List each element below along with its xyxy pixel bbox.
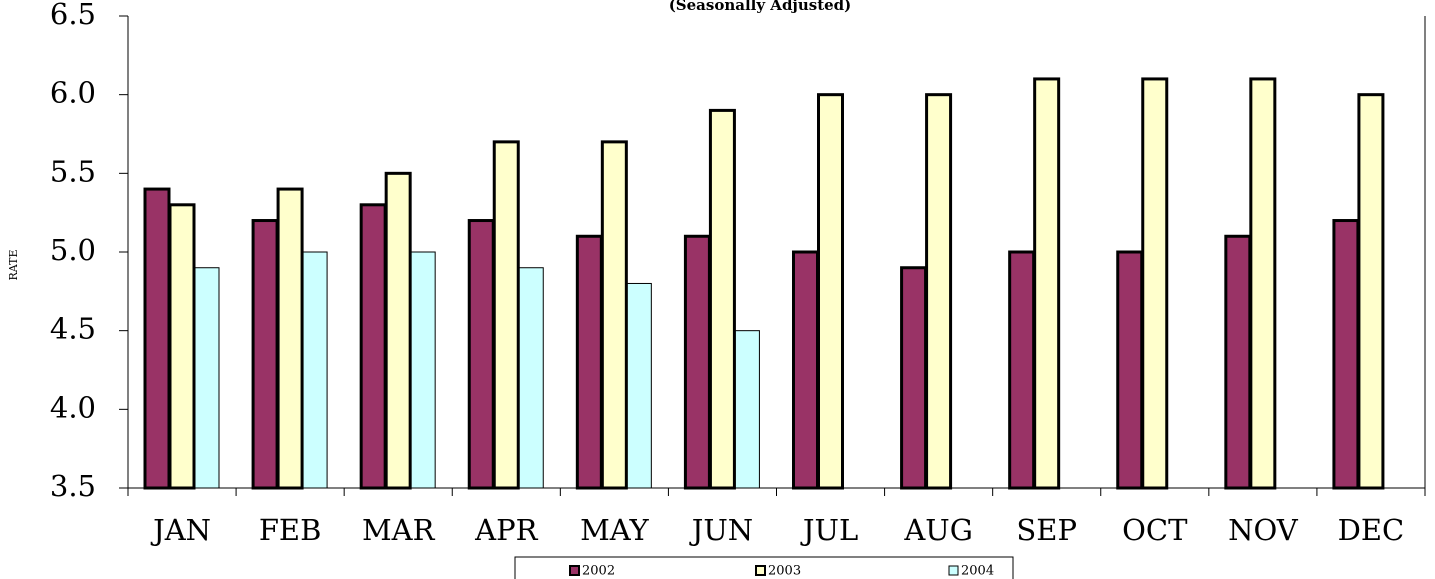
x-tick-label: AUG [903, 513, 973, 547]
bar [194, 267, 220, 489]
bar [683, 234, 711, 490]
y-tick-label: 4.5 [50, 312, 96, 346]
bar [817, 93, 844, 490]
bar [1141, 77, 1169, 490]
bar [359, 203, 387, 490]
x-tick-label: JAN [150, 513, 211, 547]
y-tick-label: 4.0 [50, 390, 96, 424]
x-tick-label: JUL [800, 513, 858, 547]
bar [575, 234, 603, 490]
bar [925, 93, 953, 490]
x-tick-label: APR [474, 513, 538, 547]
x-tick-label: OCT [1122, 513, 1188, 547]
bar [1033, 77, 1061, 490]
x-tick-label: MAR [362, 513, 436, 547]
y-tick-label: 5.0 [50, 233, 96, 267]
legend-swatch [569, 565, 580, 576]
bar [168, 203, 196, 490]
x-tick-label: JUN [689, 513, 753, 547]
bar [410, 251, 436, 489]
legend-label: 2004 [961, 564, 994, 579]
bar [492, 140, 520, 490]
bar [1249, 77, 1277, 490]
x-tick-label: NOV [1228, 513, 1299, 547]
bar [143, 187, 171, 490]
y-tick-label: 3.5 [50, 469, 96, 503]
x-tick-label: DEC [1338, 513, 1405, 547]
x-tick-label: SEP [1016, 513, 1077, 547]
bar [302, 251, 328, 489]
x-tick-label: MAY [580, 513, 649, 547]
chart-subtitle: (Seasonally Adjusted) [669, 0, 852, 14]
bar [1332, 219, 1360, 490]
bar [734, 330, 760, 489]
bar [1008, 250, 1036, 490]
legend-swatch [755, 565, 766, 576]
bar [276, 187, 304, 490]
bar [900, 266, 928, 490]
y-tick-label: 6.0 [50, 76, 96, 110]
legend-label: 2002 [582, 564, 615, 579]
legend-swatch [948, 565, 959, 576]
y-tick-label: 6.5 [50, 0, 96, 31]
bar [467, 219, 495, 490]
bar [708, 108, 736, 490]
bar [600, 140, 628, 490]
y-axis-label: RATE [7, 250, 20, 281]
bar [384, 171, 412, 490]
bar [1116, 250, 1144, 490]
bar [792, 250, 819, 490]
bar [626, 282, 652, 489]
bar [1357, 93, 1385, 490]
y-tick-label: 5.5 [50, 154, 96, 188]
x-tick-label: FEB [259, 513, 322, 547]
bar [518, 267, 544, 489]
bar [251, 219, 279, 490]
legend-label: 2003 [768, 564, 801, 579]
bar [1224, 234, 1252, 490]
